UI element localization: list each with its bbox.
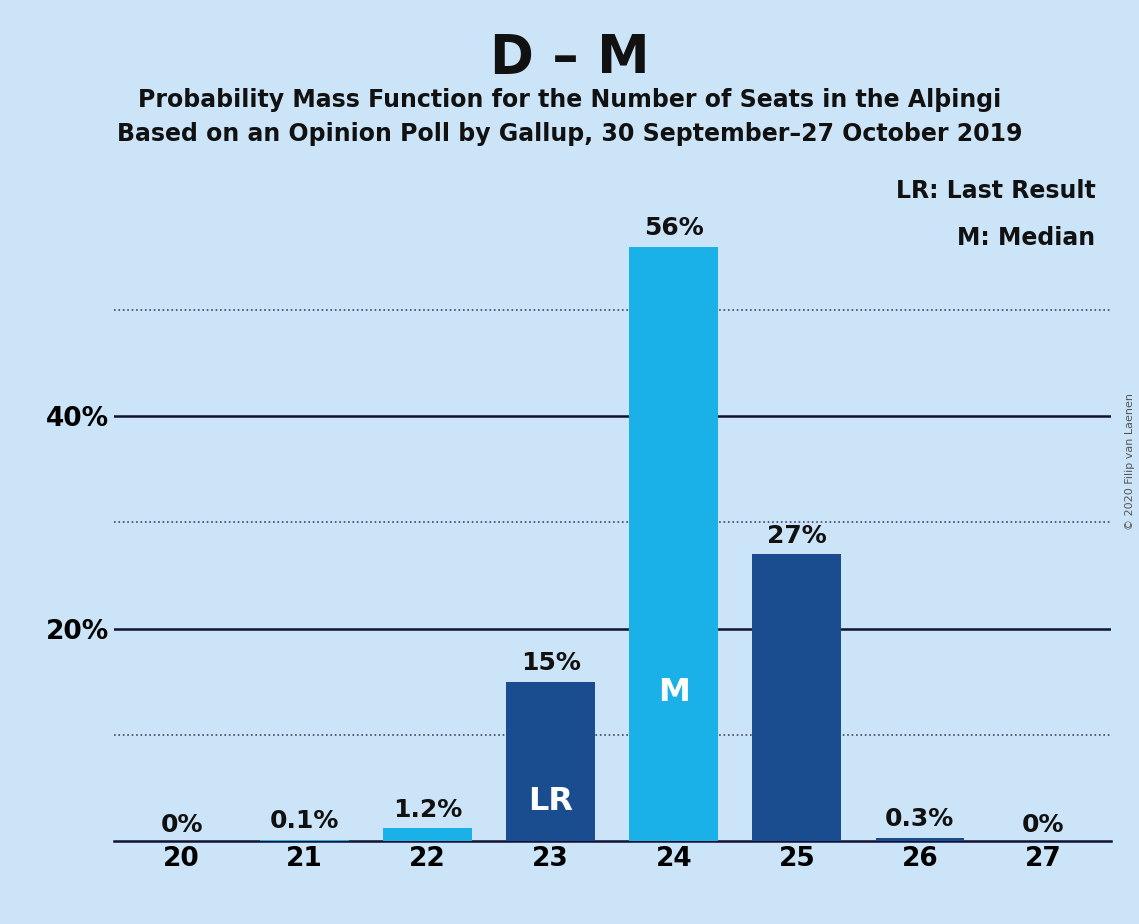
Bar (876, 838, 964, 841)
Bar (384, 828, 472, 841)
Bar (753, 554, 841, 841)
Text: M: M (658, 676, 690, 708)
Text: Based on an Opinion Poll by Gallup, 30 September–27 October 2019: Based on an Opinion Poll by Gallup, 30 S… (117, 122, 1022, 146)
Text: Probability Mass Function for the Number of Seats in the Alþingi: Probability Mass Function for the Number… (138, 88, 1001, 112)
Text: 0%: 0% (161, 812, 203, 836)
Text: 1.2%: 1.2% (393, 797, 462, 821)
Text: 0.3%: 0.3% (885, 808, 954, 832)
Text: © 2020 Filip van Laenen: © 2020 Filip van Laenen (1125, 394, 1134, 530)
Text: M: Median: M: Median (958, 226, 1096, 250)
Text: 0%: 0% (1022, 812, 1064, 836)
Bar (630, 247, 718, 841)
Text: LR: Last Result: LR: Last Result (896, 178, 1096, 202)
Text: 56%: 56% (644, 216, 704, 240)
Text: D – M: D – M (490, 32, 649, 84)
Bar (507, 682, 595, 841)
Bar (261, 840, 349, 841)
Text: 15%: 15% (521, 651, 581, 675)
Text: LR: LR (528, 785, 573, 817)
Text: 27%: 27% (767, 524, 827, 548)
Text: 0.1%: 0.1% (270, 809, 339, 833)
